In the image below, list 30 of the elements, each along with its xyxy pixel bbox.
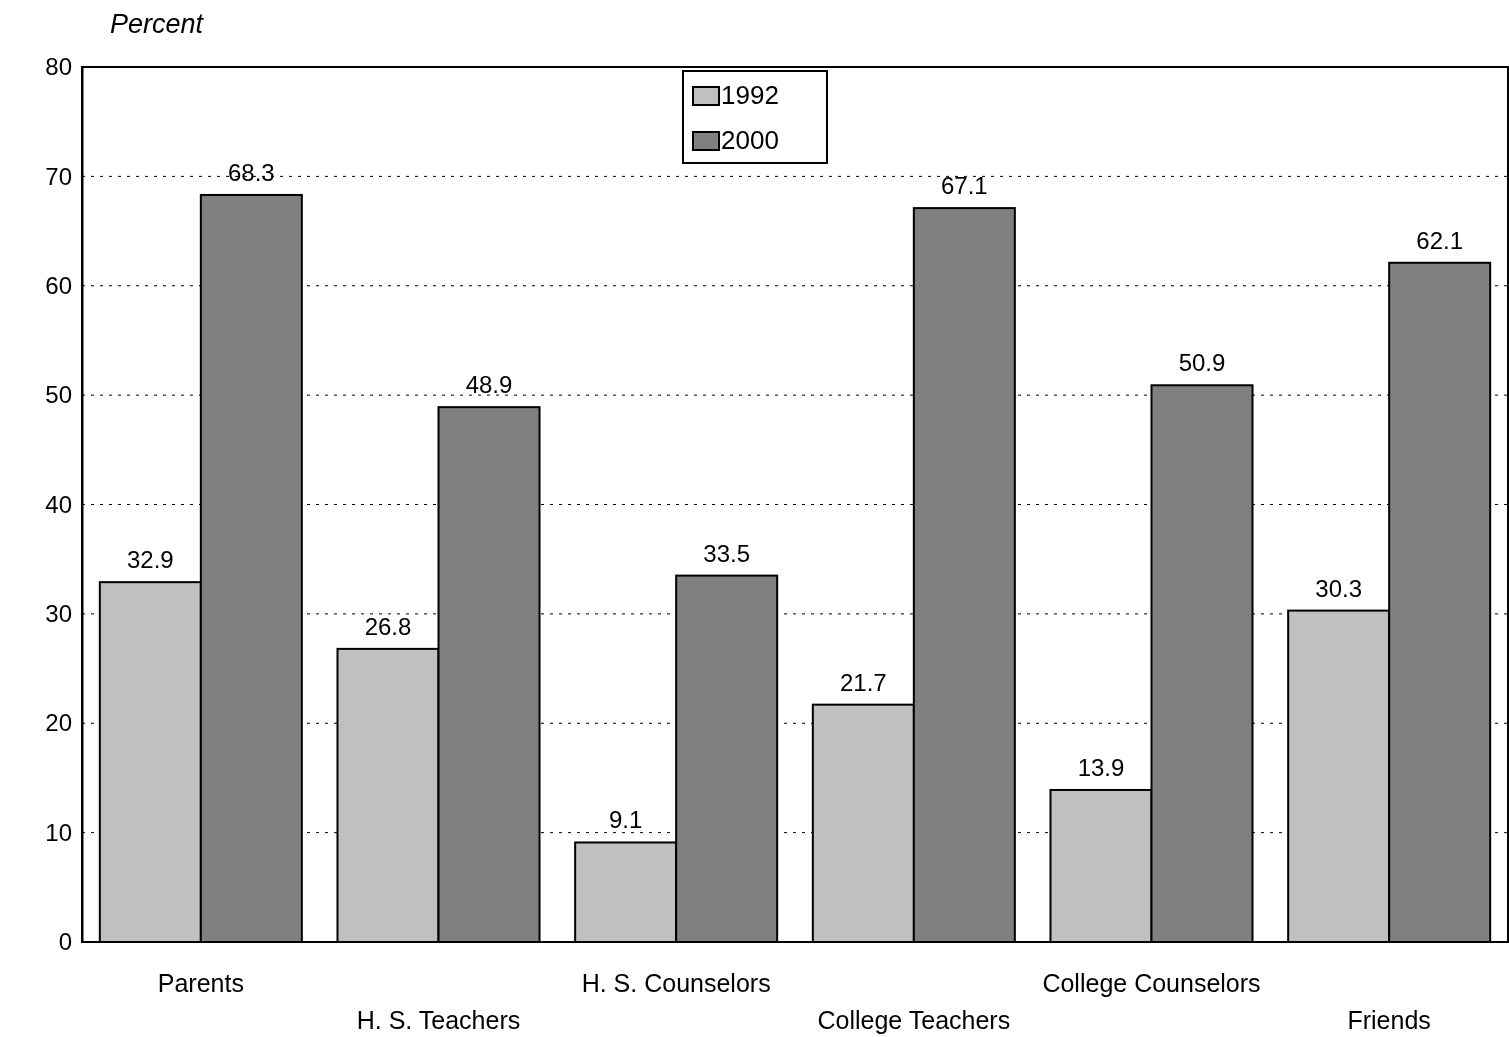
legend-label: 2000 [721,125,779,155]
data-label: 9.1 [608,806,643,834]
data-label: 33.5 [703,539,751,567]
y-tick-label: 30 [45,600,72,628]
data-label: 13.9 [1077,753,1125,781]
x-tick-label: H. S. Counselors [581,969,771,997]
data-label: 50.9 [1178,349,1226,377]
y-axis-title: Percent [110,9,205,39]
x-tick-label: College Teachers [817,1006,1011,1034]
data-label: 62.1 [1416,226,1464,254]
x-tick-label: Friends [1347,1006,1431,1034]
y-tick-label: 10 [45,818,72,846]
x-tick-label: College Counselors [1042,969,1261,997]
y-tick-label: 70 [45,162,72,190]
legend-label: 1992 [721,80,779,110]
data-label: 26.8 [364,612,412,640]
data-label: 21.7 [839,668,887,696]
data-label: 68.3 [227,158,275,186]
x-tick-label: Parents [157,969,244,997]
data-label: 32.9 [126,546,174,574]
y-tick-label: 80 [45,53,72,81]
y-tick-label: 20 [45,709,72,737]
data-label: 48.9 [465,371,513,399]
data-label: 67.1 [940,172,988,200]
y-tick-label: 60 [45,271,72,299]
y-tick-label: 0 [58,928,72,956]
data-label: 30.3 [1315,574,1363,602]
y-tick-label: 40 [45,490,72,518]
y-tick-label: 50 [45,381,72,409]
x-tick-label: H. S. Teachers [356,1006,521,1034]
